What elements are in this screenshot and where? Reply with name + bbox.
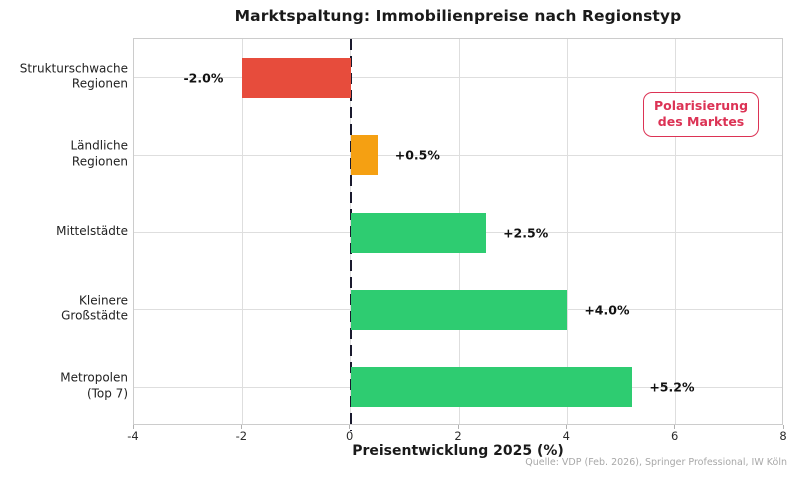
- x-tick-label: 8: [779, 429, 787, 443]
- x-tick-mark: [132, 425, 134, 429]
- annotation-text: Polarisierung des Marktes: [654, 98, 749, 130]
- bar-3: [350, 289, 568, 330]
- value-label-2: +2.5%: [503, 225, 549, 240]
- value-label-0: -2.0%: [183, 70, 224, 86]
- bar-2: [350, 212, 487, 253]
- category-label-2: Mittelstädte: [56, 223, 128, 238]
- x-tick-mark: [240, 425, 242, 429]
- source-note: Quelle: VDP (Feb. 2026), Springer Profes…: [525, 457, 787, 468]
- category-label-0: Strukturschwache Regionen: [19, 61, 128, 91]
- x-tick-mark: [782, 425, 784, 429]
- gridline-horizontal: [134, 154, 782, 156]
- category-label-3: Kleinere Großstädte: [61, 293, 128, 323]
- x-axis-title: Preisentwicklung 2025 (%): [352, 443, 564, 459]
- bar-4: [350, 367, 633, 408]
- bar-0: [242, 57, 351, 98]
- annotation-box: Polarisierung des Marktes: [643, 92, 760, 137]
- x-tick-label: -2: [235, 429, 248, 443]
- x-tick-label: 2: [454, 429, 462, 443]
- gridline-vertical: [241, 39, 243, 424]
- x-tick-label: -4: [127, 429, 139, 443]
- value-label-4: +5.2%: [649, 379, 695, 395]
- x-tick-label: 0: [345, 429, 354, 443]
- x-tick-label: 6: [670, 429, 679, 443]
- gridline-vertical: [675, 39, 677, 424]
- x-tick-mark: [457, 425, 459, 429]
- chart-title: Marktspaltung: Immobilienpreise nach Reg…: [234, 7, 682, 25]
- value-label-1: +0.5%: [394, 147, 440, 163]
- x-tick-mark: [565, 425, 567, 429]
- category-label-4: Metropolen (Top 7): [60, 370, 128, 401]
- x-tick-mark: [674, 425, 676, 429]
- gridline-horizontal: [134, 77, 782, 79]
- x-tick-label: 4: [562, 429, 570, 443]
- bar-1: [350, 135, 378, 176]
- value-label-3: +4.0%: [584, 302, 630, 318]
- gridline-vertical: [566, 39, 568, 424]
- category-label-1: Ländliche Regionen: [70, 138, 128, 169]
